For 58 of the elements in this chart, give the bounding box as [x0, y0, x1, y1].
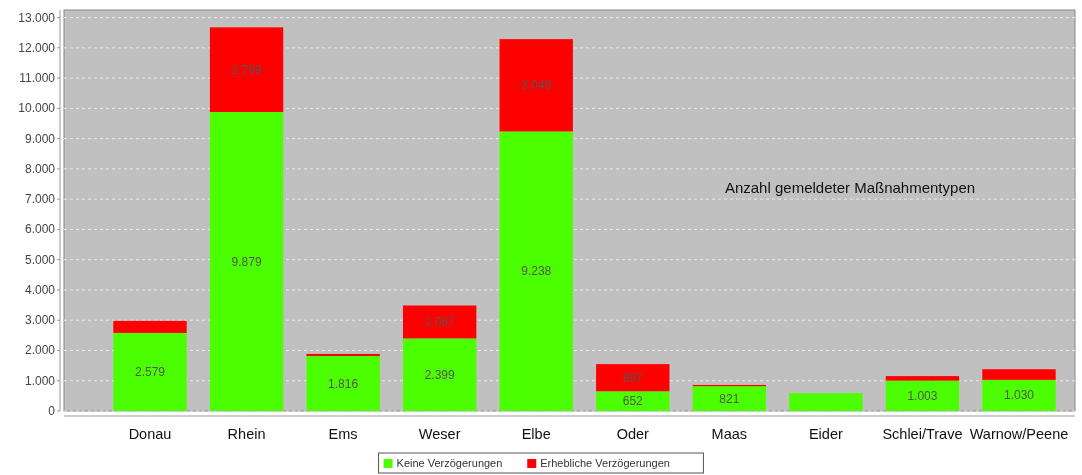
x-tick-label: Eider [808, 426, 843, 442]
data-label: 2.399 [424, 367, 456, 382]
bar [209, 112, 284, 411]
x-tick-label: Donau [128, 426, 172, 442]
x-tick-label: Schlei/Trave [882, 426, 963, 442]
bar [499, 131, 573, 411]
x-tick-label: Elbe [521, 426, 551, 442]
x-tick-label: Oder [616, 426, 650, 442]
y-tick-label: 4.000 [24, 282, 56, 297]
bar [499, 39, 573, 132]
x-tick-label: Weser [418, 426, 461, 442]
data-label: 1.030 [1003, 388, 1035, 403]
bar [596, 364, 670, 392]
data-label: 9.879 [231, 254, 262, 269]
y-tick-label: 6.000 [24, 222, 56, 237]
y-tick-label: 3.000 [24, 313, 56, 328]
annotation: Anzahl gemeldeter Maßnahmentypen [724, 179, 976, 196]
bar [982, 369, 1056, 380]
data-label: 897 [622, 370, 644, 385]
y-tick-label: 1.000 [24, 373, 56, 388]
legend-label: Erhebliche Verzögerungen [540, 457, 670, 469]
bar [982, 379, 1056, 411]
y-tick-label: 13.000 [18, 10, 56, 25]
x-tick-label: Ems [328, 426, 358, 442]
data-label: 821 [719, 391, 740, 406]
y-tick-label: 7.000 [24, 192, 56, 207]
y-tick-label: 5.000 [24, 252, 56, 267]
x-tick-label: Rhein [227, 426, 266, 442]
x-tick-label: Warnow/Peene [969, 426, 1069, 442]
data-label: 1.087 [424, 314, 456, 329]
data-label: 652 [622, 394, 644, 409]
data-label: 1.003 [907, 388, 938, 403]
bar [113, 332, 187, 411]
bar [692, 386, 767, 411]
y-tick-label: 0 [48, 404, 56, 418]
data-label: 2.798 [231, 62, 262, 77]
bar [596, 391, 670, 411]
data-label: 1.816 [328, 376, 359, 391]
y-tick-label: 10.000 [18, 101, 56, 116]
bar [209, 27, 284, 113]
data-label: 3.049 [521, 78, 552, 93]
y-tick-label: 8.000 [24, 161, 56, 176]
bar [402, 305, 477, 339]
bar [789, 393, 863, 411]
bar [113, 320, 187, 333]
bar [885, 380, 960, 411]
y-tick-label: 9.000 [24, 131, 56, 146]
legend-label: Keine Verzögerungen [396, 457, 503, 469]
y-tick-label: 12.000 [18, 40, 56, 55]
bar [402, 338, 477, 411]
bar [306, 353, 380, 357]
x-tick-label: Maas [711, 426, 748, 442]
bar [306, 356, 380, 411]
data-label: 9.238 [521, 264, 552, 279]
bar [885, 376, 960, 381]
y-tick-label: 2.000 [24, 343, 56, 358]
data-label: 2.579 [134, 364, 166, 379]
y-tick-label: 11.000 [19, 71, 56, 86]
